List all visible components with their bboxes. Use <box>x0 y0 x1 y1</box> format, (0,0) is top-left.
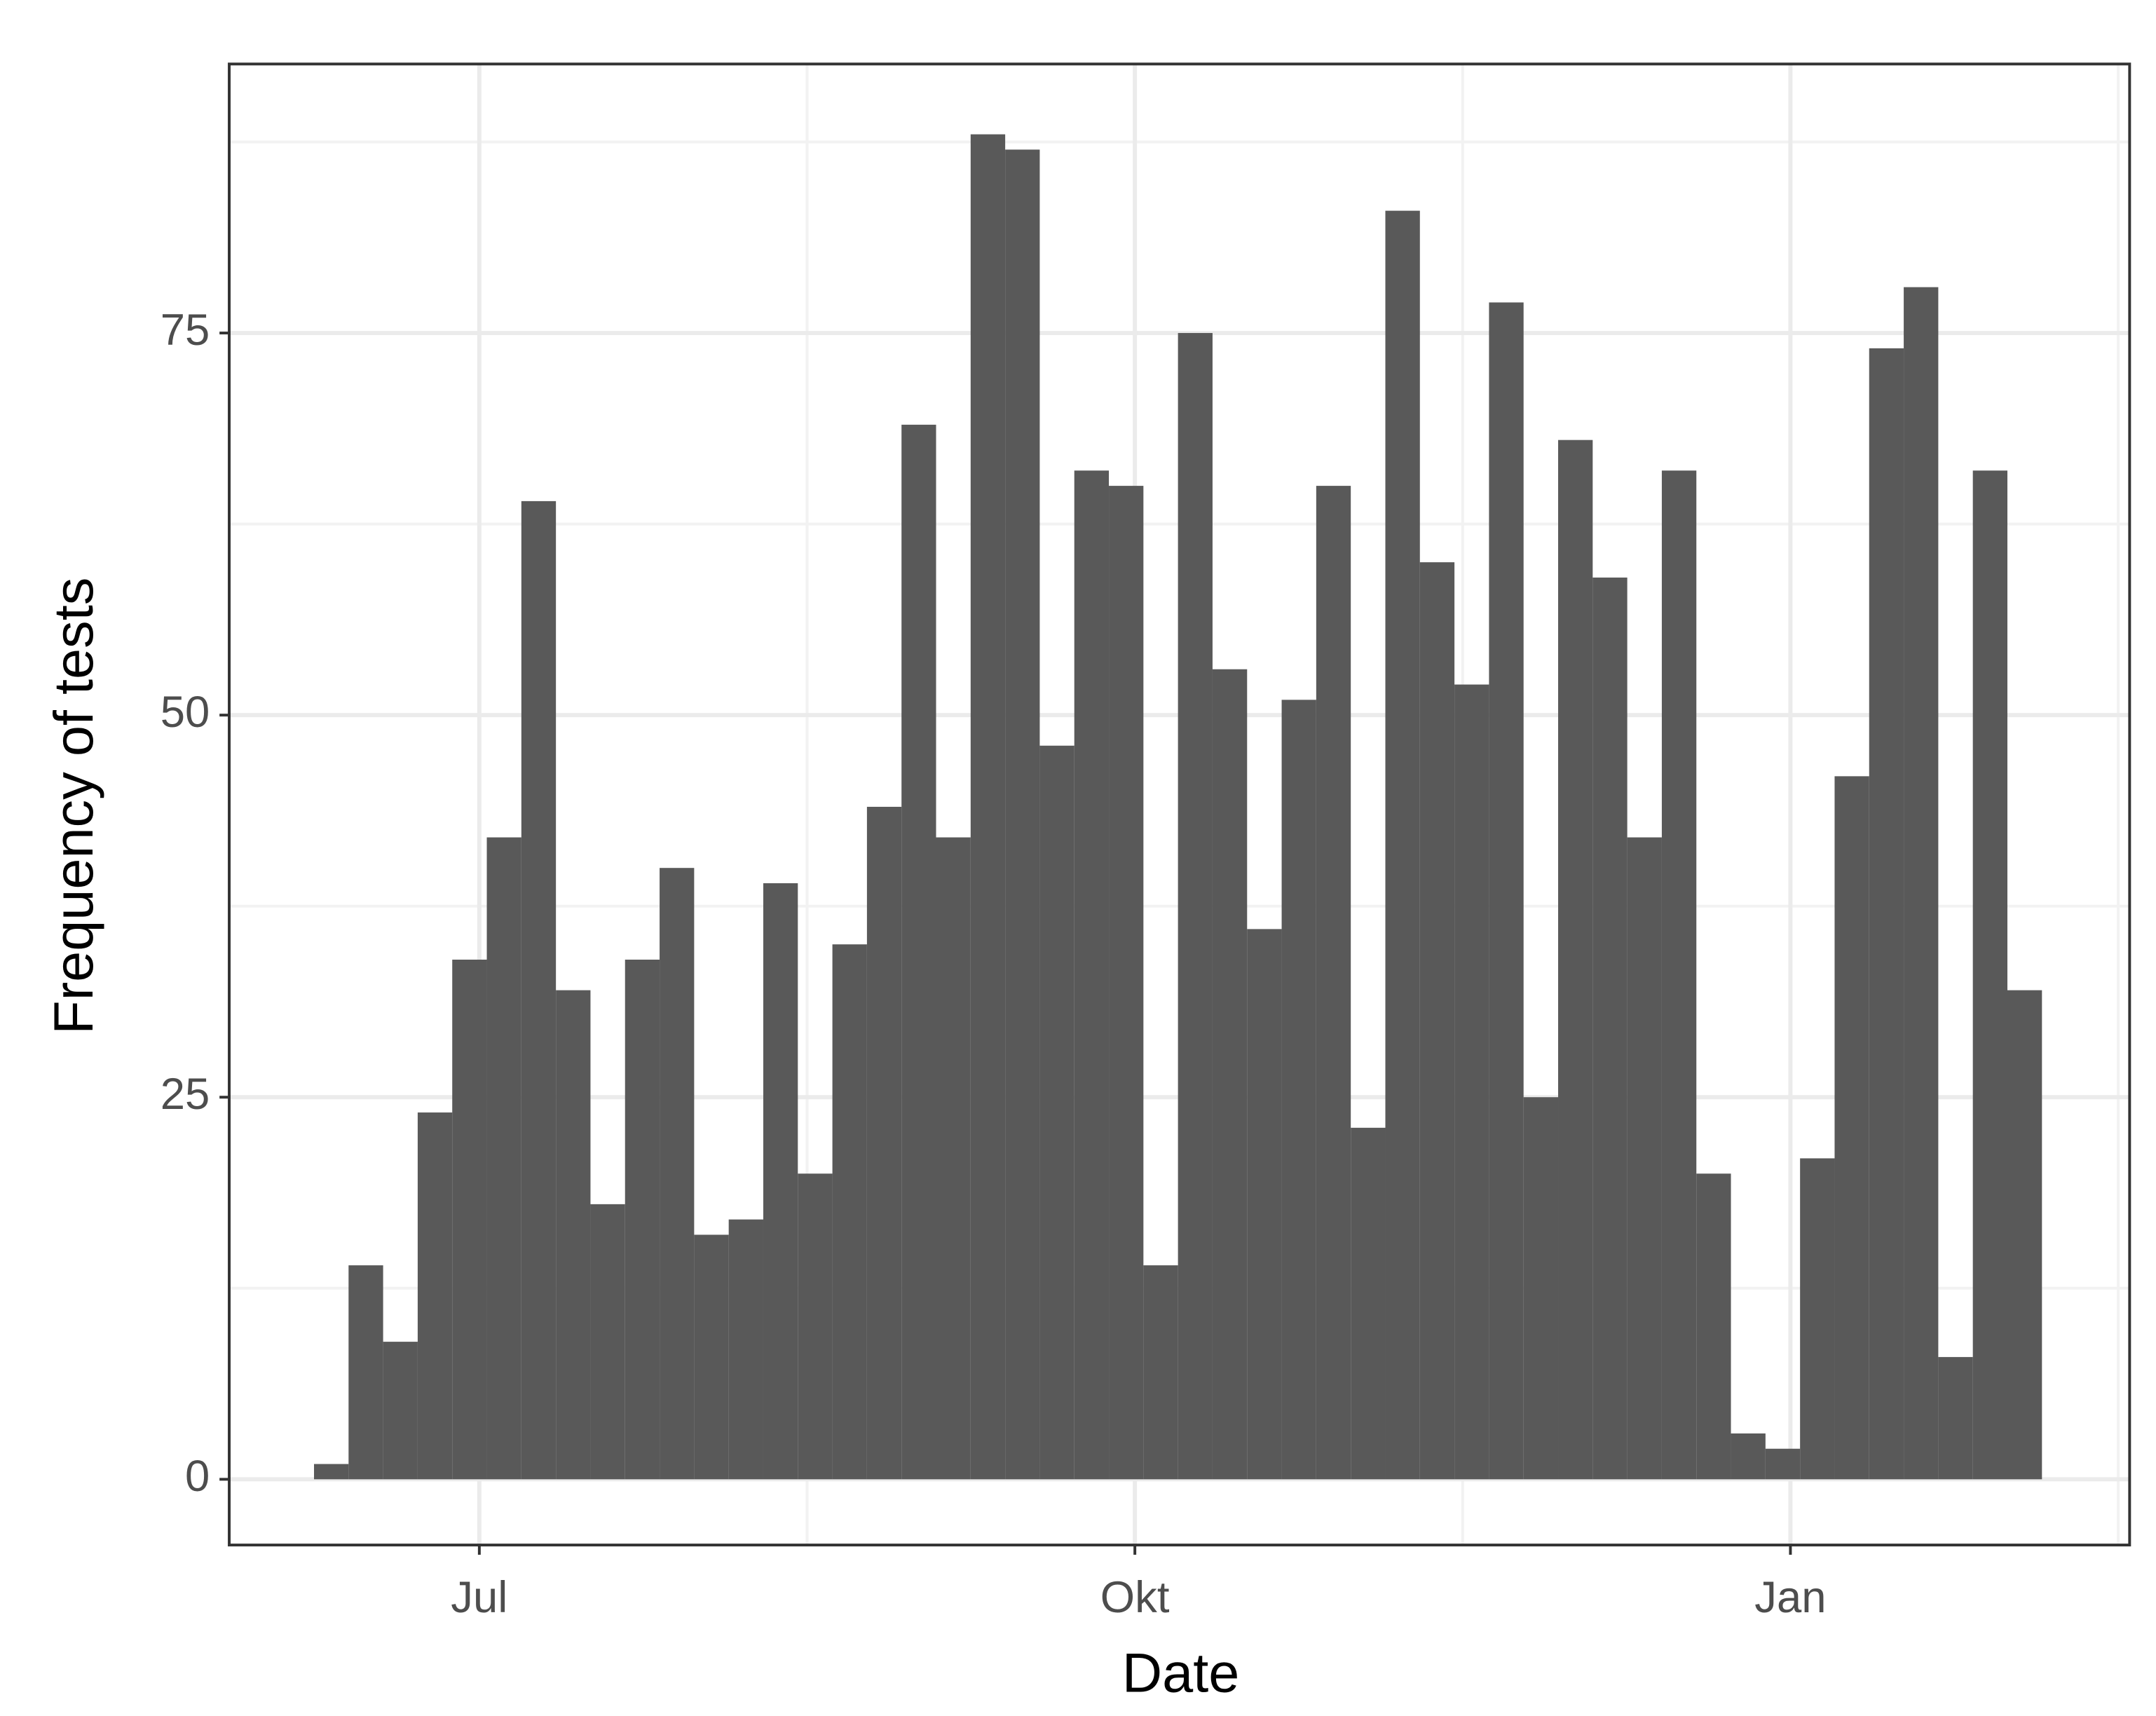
bar <box>1281 700 1316 1480</box>
bar <box>1558 440 1593 1480</box>
bar <box>901 424 936 1480</box>
bar <box>2007 990 2042 1480</box>
bar <box>1489 302 1524 1480</box>
bar <box>452 960 487 1480</box>
bar <box>1074 470 1110 1480</box>
x-tick-label: Jan <box>1754 1573 1826 1622</box>
x-tick-label: Okt <box>1100 1573 1170 1622</box>
bar <box>1938 1356 1973 1480</box>
bar <box>1178 333 1213 1480</box>
bar <box>417 1112 453 1480</box>
y-tick-label: 25 <box>161 1070 210 1119</box>
bar <box>556 990 591 1480</box>
bar <box>694 1234 729 1480</box>
bar <box>728 1219 763 1480</box>
bar <box>1454 684 1489 1480</box>
bar <box>1247 929 1282 1480</box>
y-tick-label: 50 <box>161 688 210 737</box>
bar <box>1039 745 1074 1480</box>
bar <box>1592 577 1628 1480</box>
bar <box>1765 1448 1801 1480</box>
bar <box>314 1464 349 1480</box>
bar <box>1316 486 1351 1480</box>
bar <box>1800 1158 1835 1480</box>
bar <box>1523 1097 1559 1480</box>
y-tick-label: 0 <box>185 1452 210 1501</box>
bar <box>590 1204 625 1480</box>
bar <box>1972 470 2007 1480</box>
bar <box>1834 776 1869 1480</box>
bar <box>866 806 902 1480</box>
bar <box>1005 149 1040 1480</box>
bar <box>660 868 695 1480</box>
bar <box>486 837 521 1480</box>
bar <box>1869 348 1904 1480</box>
bar <box>1696 1173 1731 1480</box>
bar <box>1143 1265 1178 1480</box>
plot-border <box>228 62 2131 1547</box>
bar <box>798 1173 833 1480</box>
bar <box>625 960 660 1480</box>
x-axis-title: Date <box>1122 1641 1239 1703</box>
bar <box>1385 210 1420 1480</box>
bar <box>348 1265 383 1480</box>
y-axis-title: Frequency of tests <box>42 578 104 1035</box>
bar <box>970 134 1006 1480</box>
bar <box>1351 1127 1386 1480</box>
bar <box>521 500 557 1480</box>
bar <box>1627 837 1662 1480</box>
y-tick-label: 75 <box>161 306 210 355</box>
bar <box>1904 287 1939 1480</box>
bar <box>383 1342 418 1480</box>
bar <box>1419 562 1455 1480</box>
bar <box>936 837 971 1480</box>
x-tick-label: Jul <box>451 1573 507 1622</box>
bar <box>1212 669 1248 1480</box>
bar <box>1661 470 1697 1480</box>
bar <box>763 883 798 1480</box>
bar <box>832 944 867 1480</box>
bar <box>1731 1433 1766 1480</box>
bar <box>1109 486 1144 1480</box>
